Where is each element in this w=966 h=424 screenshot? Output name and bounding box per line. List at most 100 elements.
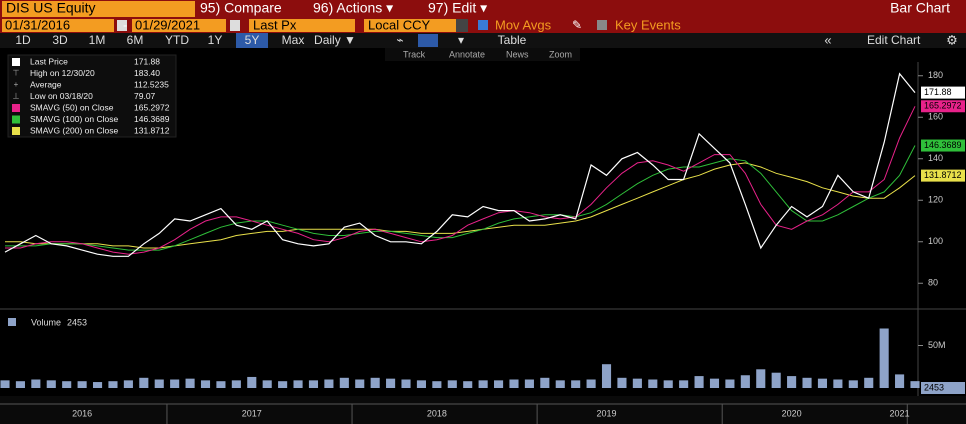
- legend-value: 79.07: [134, 91, 156, 101]
- x-tick-label: 2017: [242, 408, 262, 418]
- end-date-box[interactable]: [132, 19, 226, 32]
- mov-avgs: Mov Avgs: [495, 17, 552, 32]
- volume-bar: [740, 375, 750, 388]
- volume-bar: [725, 379, 735, 388]
- volume-bar: [802, 377, 812, 388]
- volume-bar: [833, 379, 843, 388]
- mov-avgs-checkbox[interactable]: [478, 20, 488, 30]
- key-events-checkbox[interactable]: [597, 20, 607, 30]
- y-tick-label: 80: [928, 278, 938, 288]
- key-events: Key Events: [615, 17, 681, 32]
- volume-bar: [463, 381, 473, 388]
- legend-swatch: [12, 115, 20, 124]
- period-buttons: 1D 3D 1M 6M YTD 1Y 5Y Max: [15, 33, 304, 47]
- moving-average-line: [5, 145, 916, 251]
- volume-bar: [370, 377, 380, 388]
- period-button[interactable]: 1Y: [208, 33, 223, 47]
- settings-icon[interactable]: ⚙: [946, 32, 958, 47]
- collapse-icon[interactable]: «: [824, 32, 831, 47]
- volume-bar: [324, 379, 334, 388]
- volume-bar: [15, 381, 25, 388]
- bar-icon[interactable]: [418, 34, 438, 47]
- view-title: Bar Chart: [890, 0, 950, 16]
- legend-label: Average: [30, 79, 62, 89]
- end-date: 01/29/2021: [135, 17, 200, 32]
- period-button[interactable]: Max: [282, 33, 305, 47]
- volume-bar: [401, 379, 411, 388]
- calendar-icon[interactable]: [230, 20, 240, 31]
- legend-value: 112.5235: [134, 79, 169, 89]
- start-date-box[interactable]: [2, 19, 114, 32]
- period-button[interactable]: 1M: [89, 33, 106, 47]
- volume-value: 2453: [67, 317, 87, 327]
- volume-bar: [679, 380, 689, 388]
- actions-button[interactable]: 96) Actions ▾: [313, 0, 393, 16]
- last-value-box: [921, 382, 965, 394]
- volume-bar: [617, 377, 627, 388]
- edit-chart-button[interactable]: Edit Chart: [867, 33, 921, 47]
- dropdown-icon[interactable]: ▾: [458, 33, 464, 47]
- period-button[interactable]: 6M: [127, 33, 144, 47]
- edit-button[interactable]: 97) Edit ▾: [428, 0, 487, 16]
- compare-button[interactable]: 95) Compare: [200, 0, 282, 16]
- period-button[interactable]: 5Y: [245, 33, 260, 47]
- volume-bar: [895, 374, 905, 388]
- volume-bar: [910, 381, 920, 388]
- date-dash: -: [123, 17, 127, 32]
- volume-bar: [62, 381, 72, 388]
- volume-bar: [308, 380, 319, 388]
- y-tick-label: 120: [928, 195, 943, 205]
- last-value-label: 131.8712: [924, 170, 962, 180]
- volume-bar: [416, 380, 426, 388]
- volume-bar: [509, 379, 519, 388]
- plot-area: 2016 2017 2018 2019 2020 2021 80 100 120 140 160 18…: [0, 70, 965, 424]
- tool[interactable]: Annotate: [449, 49, 485, 59]
- volume-bar: [278, 381, 288, 388]
- line-icon[interactable]: ⌁: [396, 33, 403, 47]
- pencil-icon[interactable]: ✎: [572, 18, 582, 32]
- legend-label: SMAVG (100) on Close: [30, 114, 118, 124]
- volume-bar: [601, 364, 612, 388]
- volume-bar: [185, 378, 195, 388]
- volume-bar: [787, 376, 797, 388]
- x-tick-label: 2020: [782, 408, 802, 418]
- tool[interactable]: Track: [403, 49, 426, 59]
- currency-dropdown[interactable]: [456, 19, 468, 32]
- volume-bar: [0, 380, 10, 388]
- volume-bar: [694, 376, 704, 388]
- tools-bar: [385, 48, 580, 61]
- field: Last Px: [253, 17, 297, 32]
- x-tick-label: 2016: [72, 408, 92, 418]
- volume-bar: [293, 380, 303, 388]
- tool[interactable]: News: [506, 49, 529, 59]
- volume-bar: [200, 380, 211, 388]
- tool[interactable]: Zoom: [549, 49, 572, 59]
- volume-bar: [648, 379, 658, 388]
- legend-value: 171.88: [134, 56, 160, 66]
- y-tick-label: 50M: [928, 340, 946, 350]
- legend-value: 165.2972: [134, 102, 170, 112]
- table-button[interactable]: Table: [498, 33, 527, 47]
- volume-bar: [92, 382, 103, 388]
- field-box[interactable]: [249, 19, 355, 32]
- frequency[interactable]: Daily ▼: [314, 33, 356, 47]
- security-box[interactable]: [2, 1, 195, 17]
- period-button[interactable]: 3D: [52, 33, 68, 47]
- calendar-icon[interactable]: [117, 20, 127, 31]
- last-value-label: 171.88: [924, 87, 952, 97]
- volume-bar: [432, 381, 442, 388]
- currency-box[interactable]: [364, 19, 456, 32]
- volume-bar: [540, 377, 550, 388]
- volume-bar: [817, 378, 828, 388]
- period-button[interactable]: YTD: [165, 33, 189, 47]
- volume-bar: [447, 380, 457, 388]
- volume-bar: [386, 378, 396, 388]
- volume-bar: [632, 378, 642, 388]
- last-value-label: 2453: [924, 382, 944, 392]
- period-button[interactable]: 1D: [15, 33, 31, 47]
- volume-bar: [586, 379, 596, 388]
- last-value-box: [921, 86, 965, 99]
- volume-bar: [478, 380, 488, 388]
- volume-bar: [170, 379, 180, 388]
